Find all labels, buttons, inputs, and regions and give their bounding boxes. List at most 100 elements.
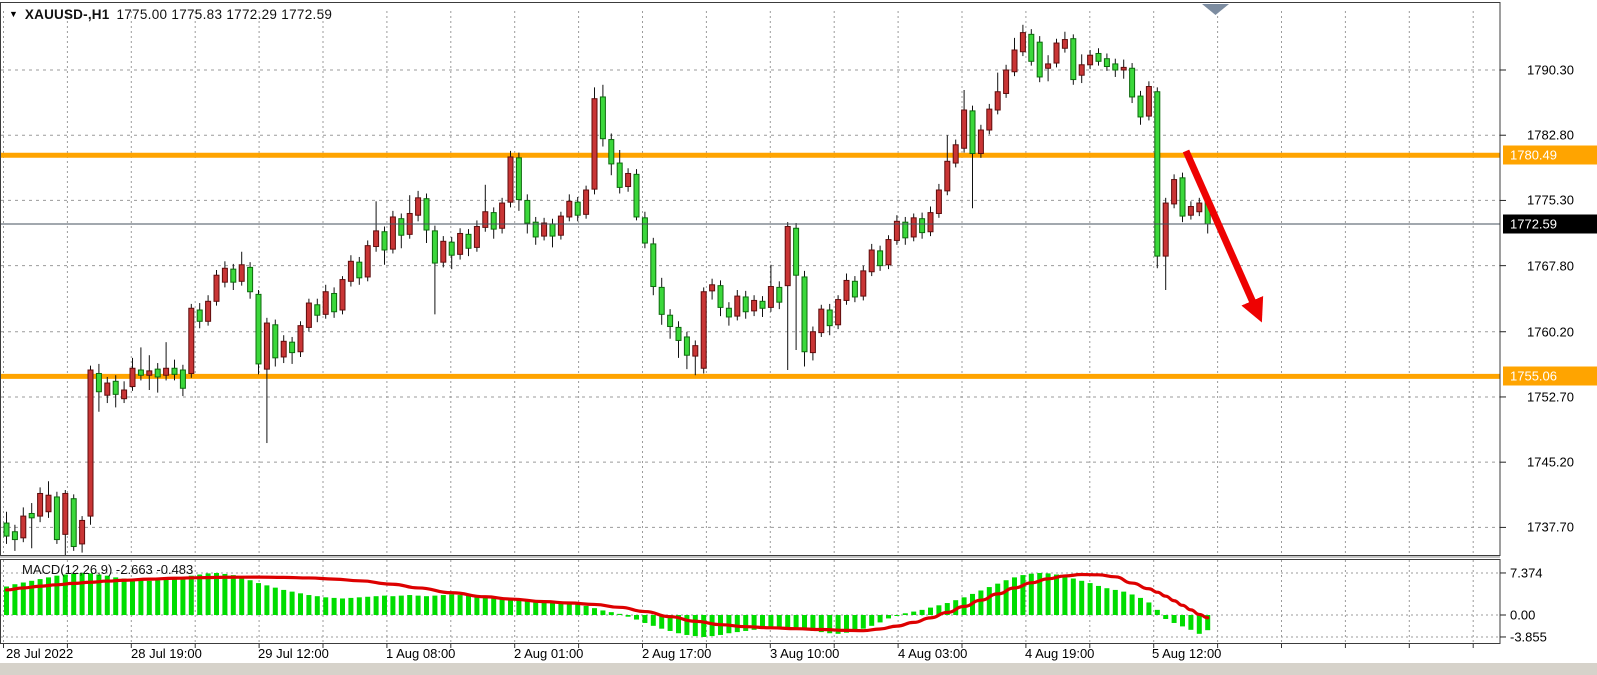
candle-bullish[interactable]: [389, 216, 396, 250]
candle-bearish[interactable]: [28, 512, 35, 519]
candle-bearish[interactable]: [381, 231, 388, 251]
candle-bearish[interactable]: [448, 241, 455, 256]
candle-bearish[interactable]: [95, 372, 102, 393]
candle-bullish[interactable]: [457, 232, 464, 255]
candle-bullish[interactable]: [961, 109, 968, 149]
candle-bullish[interactable]: [566, 200, 573, 218]
candle-bearish[interactable]: [1179, 177, 1186, 217]
candle-bullish[interactable]: [347, 260, 354, 282]
candle-bullish[interactable]: [1145, 86, 1152, 117]
candle-bearish[interactable]: [53, 496, 60, 541]
candle-bullish[interactable]: [1087, 54, 1094, 66]
candle-bullish[interactable]: [692, 345, 699, 357]
candle-bullish[interactable]: [557, 215, 564, 236]
candle-bullish[interactable]: [87, 369, 94, 517]
candle-bullish[interactable]: [213, 274, 220, 302]
candle-bearish[interactable]: [1095, 52, 1102, 62]
candle-bullish[interactable]: [927, 212, 934, 233]
candle-bearish[interactable]: [179, 369, 186, 389]
candle-bullish[interactable]: [1187, 206, 1194, 216]
candle-bearish[interactable]: [1070, 38, 1077, 81]
candle-bearish[interactable]: [3, 522, 10, 537]
candle-bullish[interactable]: [1045, 63, 1052, 69]
candle-bullish[interactable]: [843, 279, 850, 301]
candle-bearish[interactable]: [1154, 91, 1161, 257]
candle-bearish[interactable]: [314, 304, 321, 316]
candle-bullish[interactable]: [583, 189, 590, 215]
candle-bearish[interactable]: [289, 341, 296, 354]
candle-bearish[interactable]: [574, 201, 581, 216]
candle-bearish[interactable]: [742, 296, 749, 313]
candle-bullish[interactable]: [1053, 42, 1060, 64]
candle-bullish[interactable]: [280, 340, 287, 358]
candle-bullish[interactable]: [440, 240, 447, 263]
candle-bullish[interactable]: [305, 302, 312, 328]
candle-bearish[interactable]: [759, 300, 766, 309]
candle-bullish[interactable]: [734, 295, 741, 317]
candle-bearish[interactable]: [1129, 67, 1136, 98]
candle-bearish[interactable]: [608, 139, 615, 165]
candle-bearish[interactable]: [137, 369, 144, 376]
candle-bearish[interactable]: [255, 293, 262, 365]
candle-bearish[interactable]: [776, 286, 783, 303]
candle-bullish[interactable]: [205, 300, 212, 322]
candle-bullish[interactable]: [364, 245, 371, 278]
candle-bullish[interactable]: [20, 515, 27, 539]
candle-bullish[interactable]: [297, 325, 304, 353]
candle-bearish[interactable]: [969, 110, 976, 154]
candle-bullish[interactable]: [1120, 66, 1127, 71]
candle-bullish[interactable]: [809, 331, 816, 354]
candle-bullish[interactable]: [499, 202, 506, 229]
candle-bullish[interactable]: [339, 279, 346, 311]
candle-bearish[interactable]: [667, 314, 674, 328]
candle-bearish[interactable]: [331, 292, 338, 313]
candle-bullish[interactable]: [415, 197, 422, 216]
candle-bearish[interactable]: [675, 326, 682, 341]
candle-bullish[interactable]: [1162, 202, 1169, 257]
candle-bullish[interactable]: [591, 98, 598, 190]
candle-bearish[interactable]: [423, 198, 430, 231]
candle-bullish[interactable]: [45, 494, 52, 513]
candle-bullish[interactable]: [129, 367, 136, 388]
candle-bearish[interactable]: [171, 367, 178, 375]
candle-bearish[interactable]: [793, 227, 800, 276]
candle-bearish[interactable]: [398, 218, 405, 236]
candle-bullish[interactable]: [121, 389, 128, 400]
candle-bullish[interactable]: [1011, 49, 1018, 73]
candle-bearish[interactable]: [658, 286, 665, 315]
candle-bearish[interactable]: [650, 243, 657, 288]
candle-bullish[interactable]: [767, 286, 774, 308]
candle-bullish[interactable]: [994, 91, 1001, 111]
candle-bearish[interactable]: [524, 199, 531, 224]
candle-bearish[interactable]: [683, 336, 690, 356]
candle-bullish[interactable]: [163, 367, 170, 376]
candle-bearish[interactable]: [1137, 95, 1144, 118]
candle-bullish[interactable]: [1019, 32, 1026, 53]
candle-bearish[interactable]: [356, 261, 363, 279]
sell-forecast-arrow[interactable]: [1182, 149, 1264, 323]
candle-bearish[interactable]: [465, 233, 472, 249]
candle-bullish[interactable]: [935, 189, 942, 214]
candle-bearish[interactable]: [826, 309, 833, 327]
candle-bearish[interactable]: [11, 531, 18, 541]
candle-bullish[interactable]: [62, 492, 69, 535]
candle-bullish[interactable]: [944, 160, 951, 192]
candle-bearish[interactable]: [112, 380, 119, 395]
candle-bullish[interactable]: [104, 382, 111, 396]
candle-bearish[interactable]: [230, 268, 237, 283]
candle-bearish[interactable]: [877, 250, 884, 267]
candle-bullish[interactable]: [893, 220, 900, 241]
candle-bullish[interactable]: [541, 222, 548, 237]
candle-bullish[interactable]: [625, 172, 632, 188]
candle-bearish[interactable]: [919, 218, 926, 234]
candle-bullish[interactable]: [986, 108, 993, 131]
candle-bearish[interactable]: [1036, 41, 1043, 78]
candle-bullish[interactable]: [373, 230, 380, 248]
candle-bullish[interactable]: [482, 211, 489, 228]
candle-bullish[interactable]: [1196, 202, 1203, 213]
candle-bullish[interactable]: [952, 144, 959, 164]
candle-bearish[interactable]: [717, 285, 724, 308]
candle-bullish[interactable]: [221, 267, 228, 283]
candle-bullish[interactable]: [473, 226, 480, 248]
